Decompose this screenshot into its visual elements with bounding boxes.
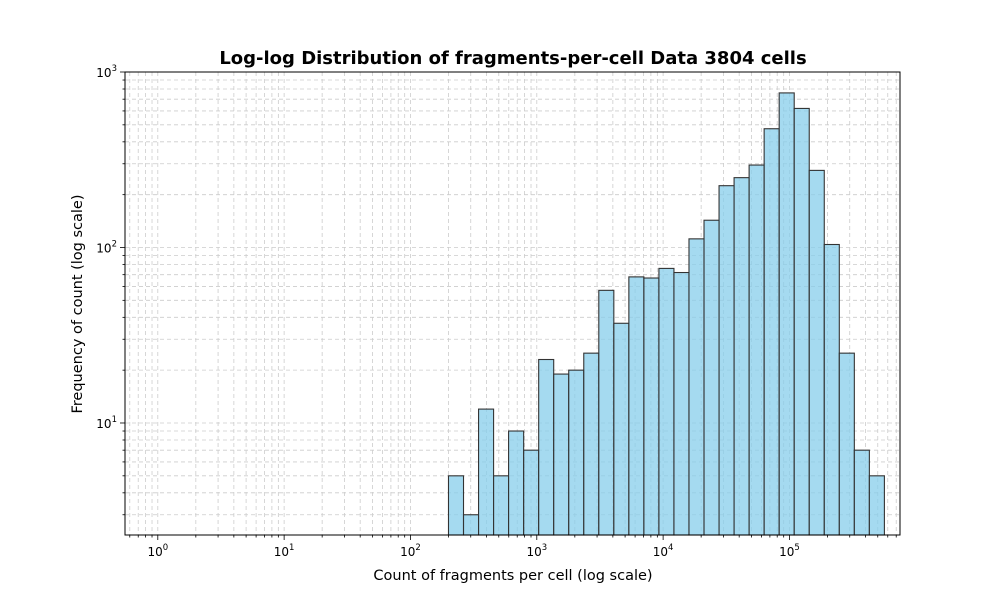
histogram-bar-12	[628, 276, 645, 536]
plot-area-frame	[124, 71, 901, 536]
histogram-bar-3	[493, 475, 510, 536]
histogram-bar-4	[508, 430, 525, 536]
histogram-bar-11	[613, 322, 630, 536]
histogram-bar-5	[523, 449, 540, 536]
y-axis-label: Frequency of count (log scale)	[70, 194, 86, 413]
x-tick-label: 105	[779, 543, 800, 559]
histogram-bar-6	[538, 358, 555, 536]
histogram-bar-25	[823, 243, 840, 536]
histogram-bar-9	[583, 352, 600, 536]
histogram-bar-15	[673, 271, 690, 536]
x-axis-label: Count of fragments per cell (log scale)	[373, 568, 652, 584]
bars-layer	[447, 92, 885, 536]
histogram-bar-8	[568, 369, 585, 536]
histogram-bar-20	[748, 164, 765, 536]
histogram-bar-16	[688, 238, 705, 536]
histogram-bar-0	[447, 475, 465, 536]
x-tick-label: 102	[400, 543, 421, 559]
histogram-bar-10	[598, 289, 615, 536]
histogram-bar-1	[462, 514, 480, 536]
histogram-bar-23	[793, 107, 810, 536]
histogram-bar-19	[733, 177, 750, 536]
histogram-bar-22	[778, 92, 795, 536]
histogram-bar-27	[853, 449, 870, 536]
histogram-bar-13	[643, 277, 660, 536]
histogram-bar-24	[808, 169, 825, 536]
histogram-bar-18	[718, 185, 735, 536]
y-tick-label: 103	[96, 64, 117, 80]
ticks-layer: 100 101 102 103 104 105 101 102 103	[96, 64, 897, 559]
histogram-bar-7	[553, 373, 570, 536]
histogram-bar-21	[763, 128, 780, 536]
x-tick-label: 101	[274, 543, 295, 559]
x-tick-label: 103	[526, 543, 547, 559]
x-tick-label: 104	[653, 543, 674, 559]
histogram-bar-17	[703, 219, 720, 536]
y-tick-label: 101	[96, 415, 117, 431]
histogram-bar-26	[838, 352, 855, 536]
x-tick-label: 100	[147, 543, 168, 559]
y-tick-label: 102	[96, 239, 117, 255]
histogram-bar-28	[868, 475, 885, 536]
chart-title: Log-log Distribution of fragments-per-ce…	[219, 48, 806, 69]
histogram-bar-2	[478, 408, 495, 536]
histogram-bar-14	[658, 267, 675, 536]
